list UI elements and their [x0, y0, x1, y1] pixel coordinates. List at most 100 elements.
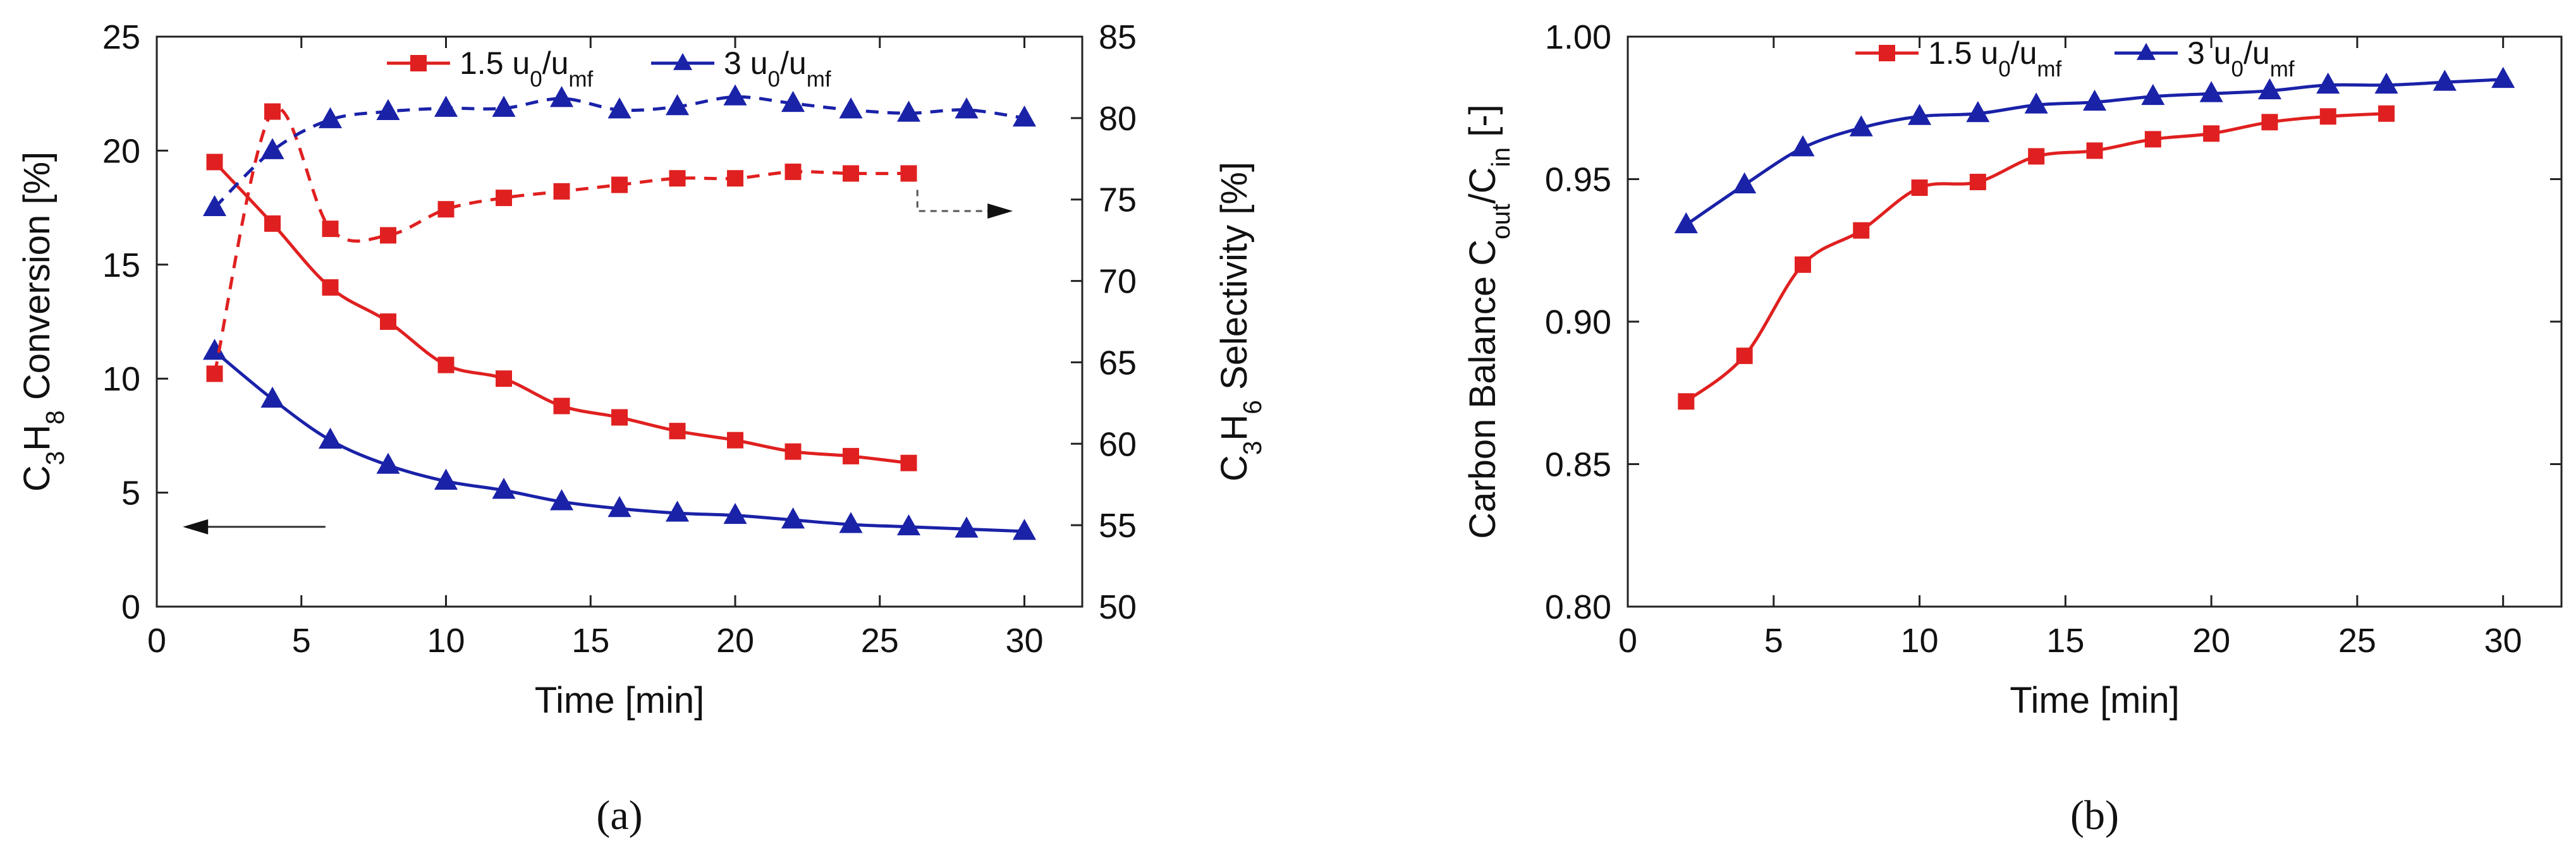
- data-point-a-0-7: [611, 409, 628, 426]
- data-point-a-0-2: [322, 279, 339, 296]
- data-point-b-0-0: [1678, 393, 1695, 410]
- data-point-a-0-9: [727, 432, 743, 449]
- x-tick-label-a: 15: [571, 622, 609, 660]
- y-tick-label-b: 0.85: [1545, 446, 1611, 484]
- data-point-a-0-11: [843, 447, 859, 464]
- x-tick-label-b: 0: [1618, 622, 1637, 660]
- data-point-a-2-4: [437, 201, 455, 218]
- data-point-a-2-0: [206, 365, 223, 382]
- y-right-tick-label-a: 65: [1099, 344, 1137, 382]
- y-left-tick-label-a: 20: [102, 132, 140, 170]
- data-point-a-3-6: [549, 86, 574, 107]
- x-tick-label-a: 25: [861, 622, 899, 660]
- arrow-left-head: [183, 519, 209, 535]
- data-point-a-1-14: [1012, 519, 1037, 540]
- y-right-tick-label-a: 60: [1099, 425, 1137, 463]
- x-tick-label-b: 15: [2046, 622, 2084, 660]
- data-point-a-2-2: [322, 221, 339, 238]
- data-point-a-1-10: [781, 507, 805, 529]
- data-point-a-1-6: [549, 489, 574, 511]
- data-point-a-2-1: [264, 103, 281, 120]
- y-axis-title-b: Carbon Balance Cout/Cin [-]: [1462, 104, 1515, 539]
- x-axis-title-b: Time [min]: [2010, 680, 2180, 721]
- y-tick-label-b: 0.80: [1545, 588, 1611, 626]
- data-point-b-1-10: [2257, 78, 2281, 100]
- data-point-a-1-13: [955, 516, 979, 538]
- data-point-a-1-9: [723, 502, 747, 524]
- data-point-a-2-10: [784, 163, 802, 180]
- data-point-b-1-11: [2316, 72, 2340, 94]
- data-point-b-1-5: [1966, 100, 1990, 123]
- data-point-a-0-12: [900, 454, 917, 471]
- legend-marker-a0: [410, 55, 427, 71]
- data-point-b-1-6: [2024, 92, 2048, 114]
- data-point-a-1-3: [376, 452, 400, 474]
- x-tick-label-b: 10: [1901, 622, 1939, 660]
- y-left-tick-label-a: 10: [102, 360, 140, 398]
- y-right-tick-label-a: 55: [1099, 507, 1137, 545]
- x-tick-label-b: 5: [1764, 622, 1783, 660]
- data-point-a-3-5: [492, 95, 516, 117]
- x-tick-label-b: 30: [2484, 622, 2522, 660]
- x-tick-label-a: 0: [147, 622, 166, 660]
- data-point-b-1-12: [2374, 72, 2398, 94]
- data-point-a-2-5: [496, 190, 512, 207]
- data-point-b-0-12: [2378, 105, 2395, 122]
- y-left-tick-label-a: 25: [102, 18, 140, 56]
- y-left-tick-label-a: 0: [121, 588, 140, 626]
- data-point-b-0-2: [1794, 256, 1811, 273]
- data-point-a-0-5: [496, 370, 512, 387]
- data-point-a-2-11: [843, 165, 859, 182]
- data-point-a-3-14: [1012, 106, 1037, 127]
- data-point-a-0-10: [784, 443, 802, 460]
- data-point-b-0-9: [2203, 125, 2220, 142]
- y-right-tick-label-a: 80: [1099, 100, 1137, 138]
- data-point-a-3-10: [781, 90, 805, 112]
- data-point-b-1-14: [2491, 66, 2515, 88]
- data-point-a-1-2: [318, 427, 343, 449]
- x-tick-label-b: 25: [2338, 622, 2376, 660]
- data-point-a-0-0: [206, 154, 223, 171]
- data-point-a-2-12: [900, 165, 917, 182]
- data-point-a-0-3: [380, 313, 396, 330]
- arrow-to-right-axis: [916, 190, 992, 212]
- y-right-tick-label-a: 70: [1099, 263, 1137, 301]
- x-tick-label-b: 20: [2192, 622, 2230, 660]
- y-tick-label-b: 1.00: [1545, 18, 1611, 56]
- data-point-b-0-8: [2144, 131, 2161, 148]
- data-point-a-2-6: [553, 183, 570, 200]
- data-point-b-1-0: [1674, 212, 1698, 234]
- panel-label-b: (b): [2070, 792, 2119, 839]
- series-line-a-0: [213, 161, 909, 465]
- data-point-b-1-7: [2082, 89, 2107, 111]
- data-point-a-0-8: [669, 423, 686, 440]
- data-point-a-1-12: [896, 514, 921, 536]
- data-point-a-1-5: [492, 478, 516, 499]
- data-point-a-1-4: [434, 468, 458, 490]
- y-right-tick-label-a: 50: [1099, 588, 1137, 626]
- arrow-to-left-axis: [204, 526, 326, 528]
- data-point-a-2-7: [611, 176, 628, 193]
- data-point-a-2-3: [380, 227, 396, 244]
- data-point-b-0-6: [2028, 148, 2045, 165]
- panel-label-a: (a): [596, 792, 642, 839]
- y-left-tick-label-a: 15: [102, 246, 140, 284]
- data-point-a-3-4: [434, 95, 458, 117]
- legend-label-b1: 3 u0/umf: [2187, 35, 2295, 82]
- y-tick-label-b: 0.95: [1545, 161, 1611, 199]
- data-point-a-3-2: [318, 107, 343, 128]
- y-right-tick-label-a: 75: [1099, 181, 1137, 219]
- data-point-a-0-6: [553, 397, 570, 415]
- data-point-a-1-1: [260, 386, 284, 408]
- data-point-b-1-2: [1791, 135, 1815, 157]
- y-left-axis-title-a: C3H8 Conversion [%]: [16, 152, 70, 492]
- x-tick-label-a: 10: [427, 622, 465, 660]
- data-point-b-0-10: [2261, 114, 2278, 131]
- data-point-a-3-7: [607, 97, 632, 119]
- y-left-tick-label-a: 5: [121, 475, 140, 512]
- panel-b: 0 5 10 15 20 25 30 0.80 0.85 0.90 0.95 1.00 Time [mi…: [1462, 18, 2563, 839]
- data-point-a-2-9: [727, 170, 743, 187]
- data-point-b-1-9: [2199, 81, 2223, 102]
- data-point-a-1-8: [665, 500, 690, 522]
- data-point-a-3-1: [260, 138, 284, 159]
